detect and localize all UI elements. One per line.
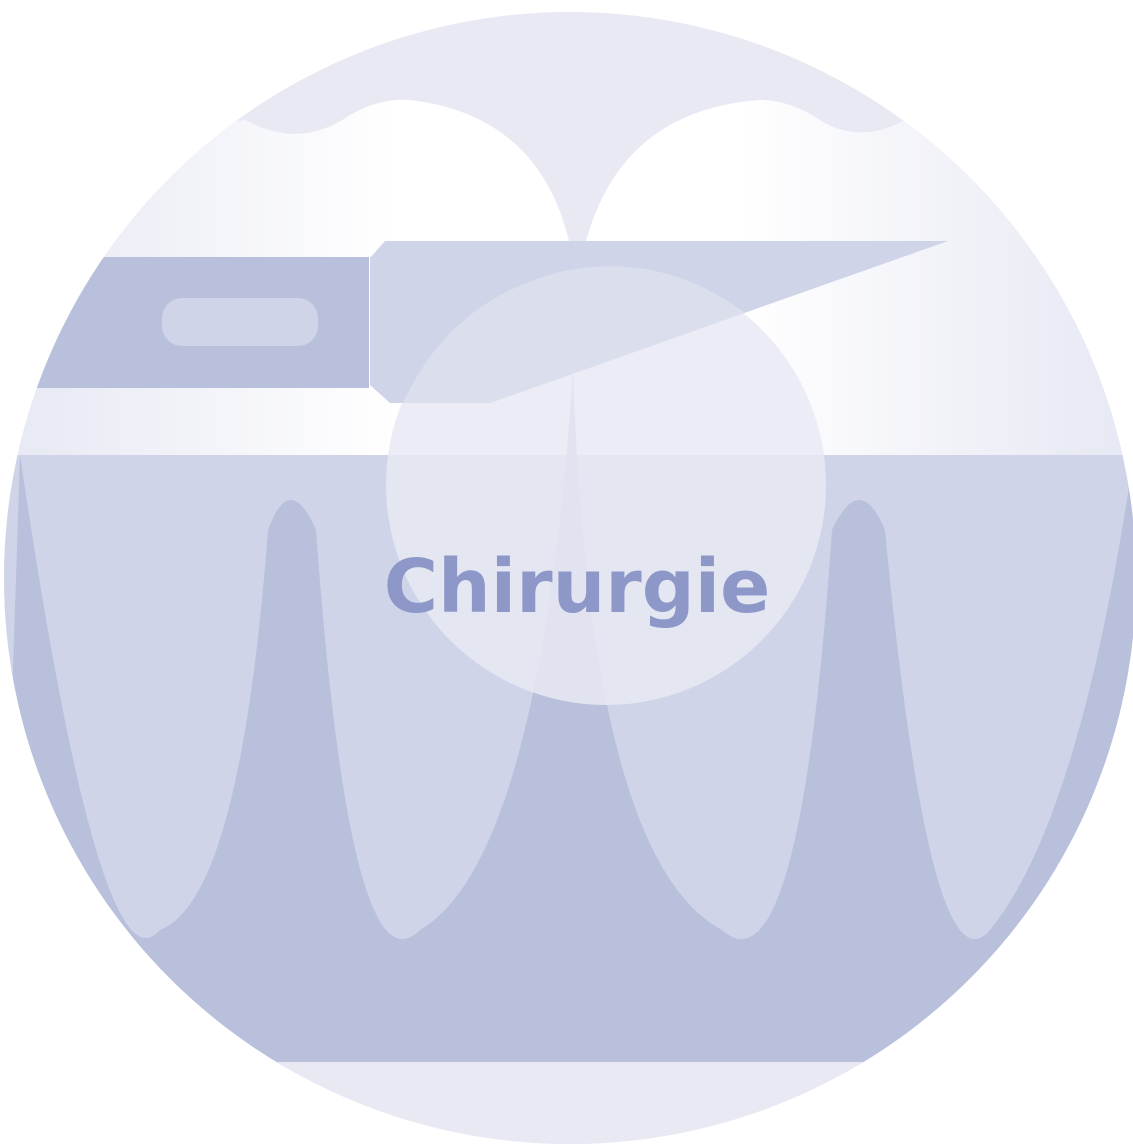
handle-grip <box>162 298 318 346</box>
blade-highlight <box>403 266 745 403</box>
tooth-roots <box>4 370 1133 1065</box>
label: Chirurgie <box>384 544 771 630</box>
bottom-band <box>4 1062 1133 1144</box>
